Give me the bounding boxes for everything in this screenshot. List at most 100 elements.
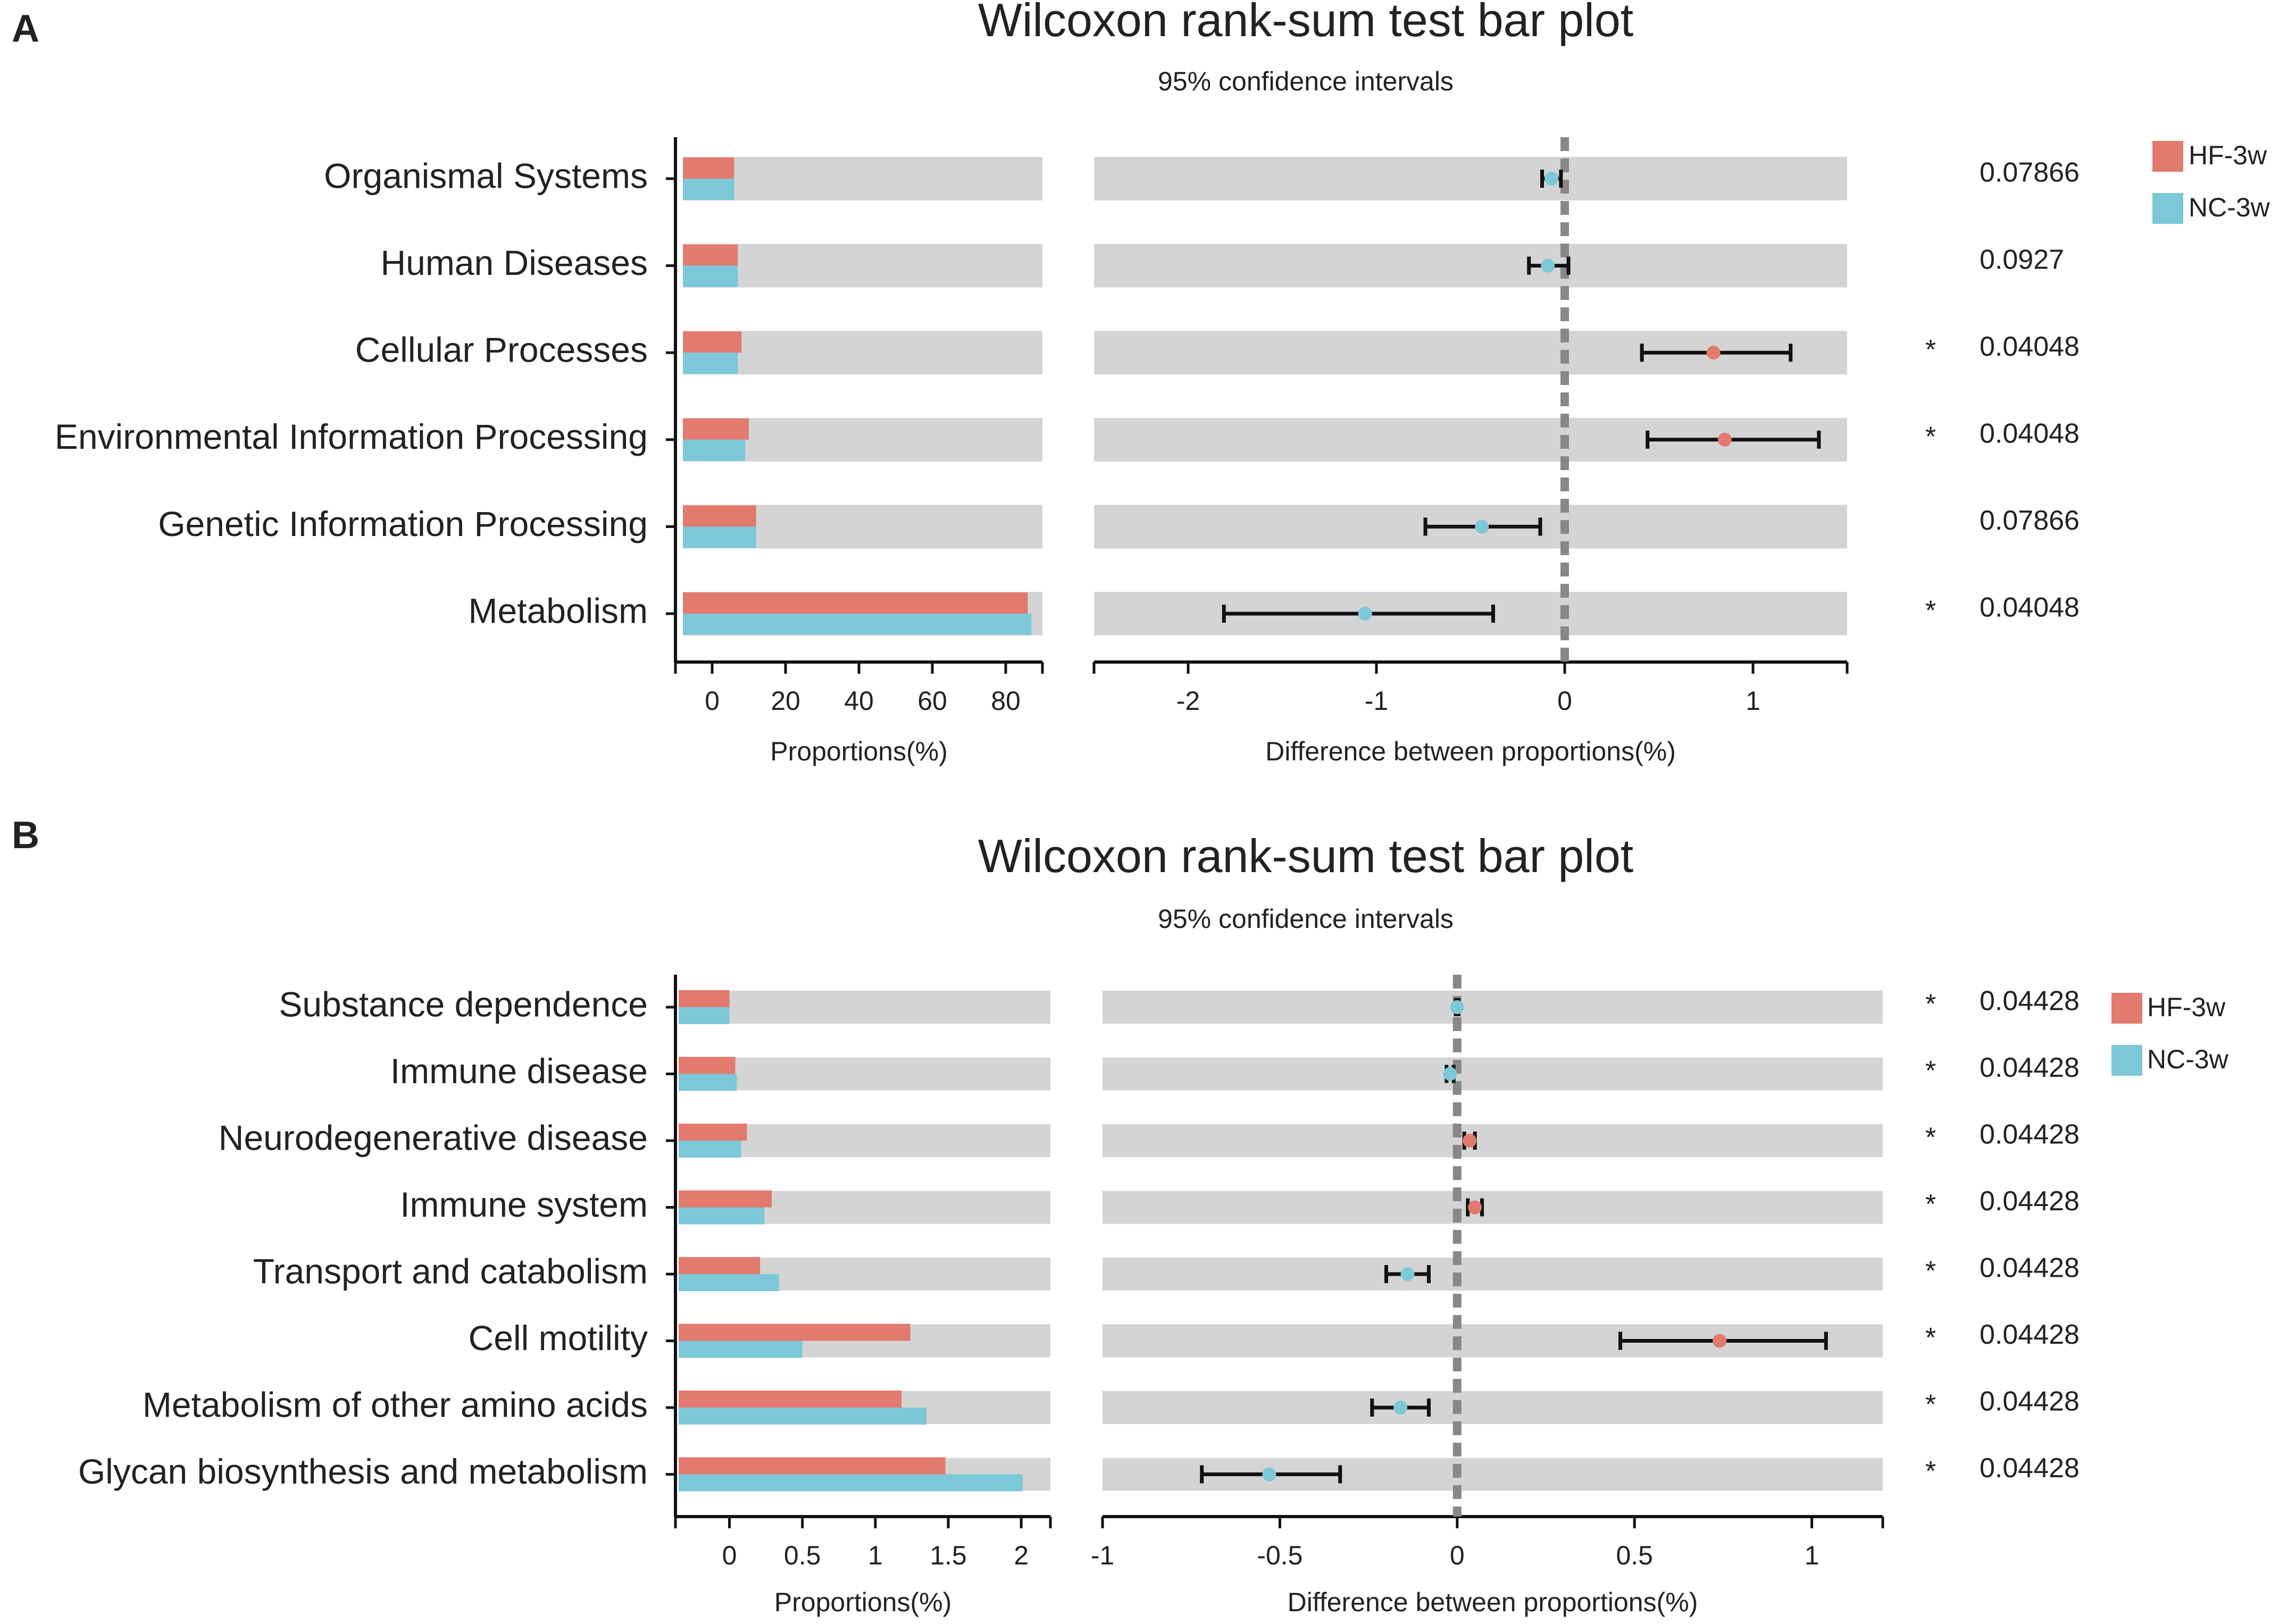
bar-hf-3w: [679, 1190, 772, 1208]
p-value: 0.04428: [1980, 1453, 2080, 1484]
x-tick-label: 0: [722, 1541, 737, 1570]
chart-subtitle: 95% confidence intervals: [1158, 66, 1454, 96]
x-tick-label: 40: [844, 686, 874, 716]
panel-A: A Wilcoxon rank-sum test bar plot 95% conf…: [12, 0, 2270, 766]
category-label: Immune system: [400, 1185, 648, 1224]
difference-point: [1443, 1067, 1457, 1081]
bar-nc-3w: [679, 1074, 737, 1091]
bar-hf-3w: [683, 157, 734, 179]
bar-nc-3w: [679, 1474, 1023, 1492]
significance-star: *: [1925, 989, 1936, 1020]
bar-hf-3w: [683, 331, 742, 353]
row-background: [683, 244, 1042, 288]
row-background: [1094, 157, 1847, 200]
proportions-axis-label: Proportions(%): [770, 736, 947, 766]
significance-star: *: [1925, 596, 1936, 626]
x-tick-label: -2: [1176, 686, 1200, 716]
difference-axis-label: Difference between proportions(%): [1265, 736, 1676, 766]
bar-hf-3w: [683, 592, 1028, 614]
panel-label: A: [12, 7, 39, 50]
row-background: [1094, 244, 1847, 288]
legend-swatch: [2111, 993, 2142, 1024]
x-tick-label: 80: [991, 686, 1021, 716]
category-label: Cell motility: [469, 1318, 648, 1358]
category-label: Neurodegenerative disease: [219, 1118, 648, 1157]
category-label: Transport and catabolism: [253, 1251, 648, 1291]
x-tick-label: 1: [1805, 1541, 1819, 1570]
chart-subtitle: 95% confidence intervals: [1158, 904, 1454, 934]
bar-hf-3w: [683, 244, 738, 266]
bar-nc-3w: [679, 1274, 779, 1291]
row-background: [1103, 991, 1883, 1024]
row-background: [1103, 1391, 1883, 1424]
bar-hf-3w: [683, 505, 756, 527]
significance-star: *: [1925, 422, 1936, 453]
category-label: Environmental Information Processing: [55, 417, 648, 456]
significance-star: *: [1925, 1056, 1936, 1086]
x-tick-label: 0: [705, 686, 720, 716]
bar-nc-3w: [683, 353, 738, 374]
p-value: 0.04428: [1980, 1386, 2080, 1417]
legend-swatch: [2111, 1045, 2142, 1076]
x-tick-label: 1.5: [930, 1541, 967, 1570]
category-label: Cellular Processes: [355, 330, 648, 370]
difference-point: [1475, 520, 1489, 534]
difference-point: [1706, 346, 1721, 360]
category-label: Metabolism of other amino acids: [143, 1385, 648, 1424]
x-tick-label: 2: [1014, 1541, 1029, 1570]
x-tick-label: 60: [917, 686, 947, 716]
bar-nc-3w: [683, 179, 734, 200]
x-tick-label: -1: [1091, 1541, 1114, 1570]
bar-nc-3w: [683, 439, 746, 461]
row-background: [1103, 1258, 1883, 1291]
row-background: [679, 1057, 1050, 1091]
difference-point: [1541, 258, 1555, 273]
p-value: 0.07866: [1980, 505, 2080, 536]
bar-hf-3w: [679, 1457, 946, 1475]
significance-star: *: [1925, 1456, 1936, 1487]
p-value: 0.07866: [1980, 157, 2080, 188]
bar-nc-3w: [679, 1007, 730, 1024]
row-background: [683, 331, 1042, 375]
bar-nc-3w: [683, 526, 756, 548]
difference-point: [1463, 1134, 1477, 1148]
significance-star: *: [1925, 1189, 1936, 1220]
row-background: [1103, 1057, 1883, 1091]
p-value: 0.04428: [1980, 986, 2080, 1017]
x-tick-label: -1: [1365, 686, 1388, 716]
category-label: Metabolism: [469, 591, 648, 630]
row-background: [1103, 1191, 1883, 1224]
p-value: 0.04428: [1980, 1119, 2080, 1150]
x-tick-label: 0: [1450, 1541, 1465, 1570]
panel-B: B Wilcoxon rank-sum test bar plot 95% conf…: [12, 814, 2229, 1617]
difference-point: [1358, 607, 1372, 621]
bar-hf-3w: [679, 990, 730, 1007]
significance-star: *: [1925, 1389, 1936, 1420]
legend-label: HF-3w: [2189, 140, 2267, 170]
bar-nc-3w: [683, 614, 1032, 635]
difference-point: [1544, 172, 1559, 186]
bar-hf-3w: [683, 418, 749, 440]
p-value: 0.0927: [1980, 244, 2064, 275]
bar-nc-3w: [679, 1207, 765, 1225]
bar-hf-3w: [679, 1257, 761, 1274]
bar-hf-3w: [679, 1391, 902, 1408]
proportions-axis-label: Proportions(%): [774, 1587, 951, 1617]
x-tick-label: 1: [868, 1541, 883, 1570]
legend-label: HF-3w: [2147, 992, 2226, 1022]
bar-nc-3w: [679, 1141, 741, 1158]
legend-label: NC-3w: [2189, 192, 2270, 222]
bar-nc-3w: [679, 1408, 926, 1425]
category-label: Substance dependence: [279, 984, 648, 1024]
difference-point: [1468, 1200, 1482, 1215]
difference-point: [1717, 432, 1732, 447]
row-background: [679, 991, 1050, 1024]
significance-star: *: [1925, 334, 1936, 365]
category-label: Immune disease: [390, 1051, 648, 1091]
significance-star: *: [1925, 1123, 1936, 1153]
bar-nc-3w: [683, 265, 738, 287]
bar-hf-3w: [679, 1124, 747, 1141]
category-label: Organismal Systems: [324, 156, 648, 195]
x-tick-label: 0.5: [1616, 1541, 1653, 1570]
x-tick-label: -0.5: [1257, 1541, 1303, 1570]
